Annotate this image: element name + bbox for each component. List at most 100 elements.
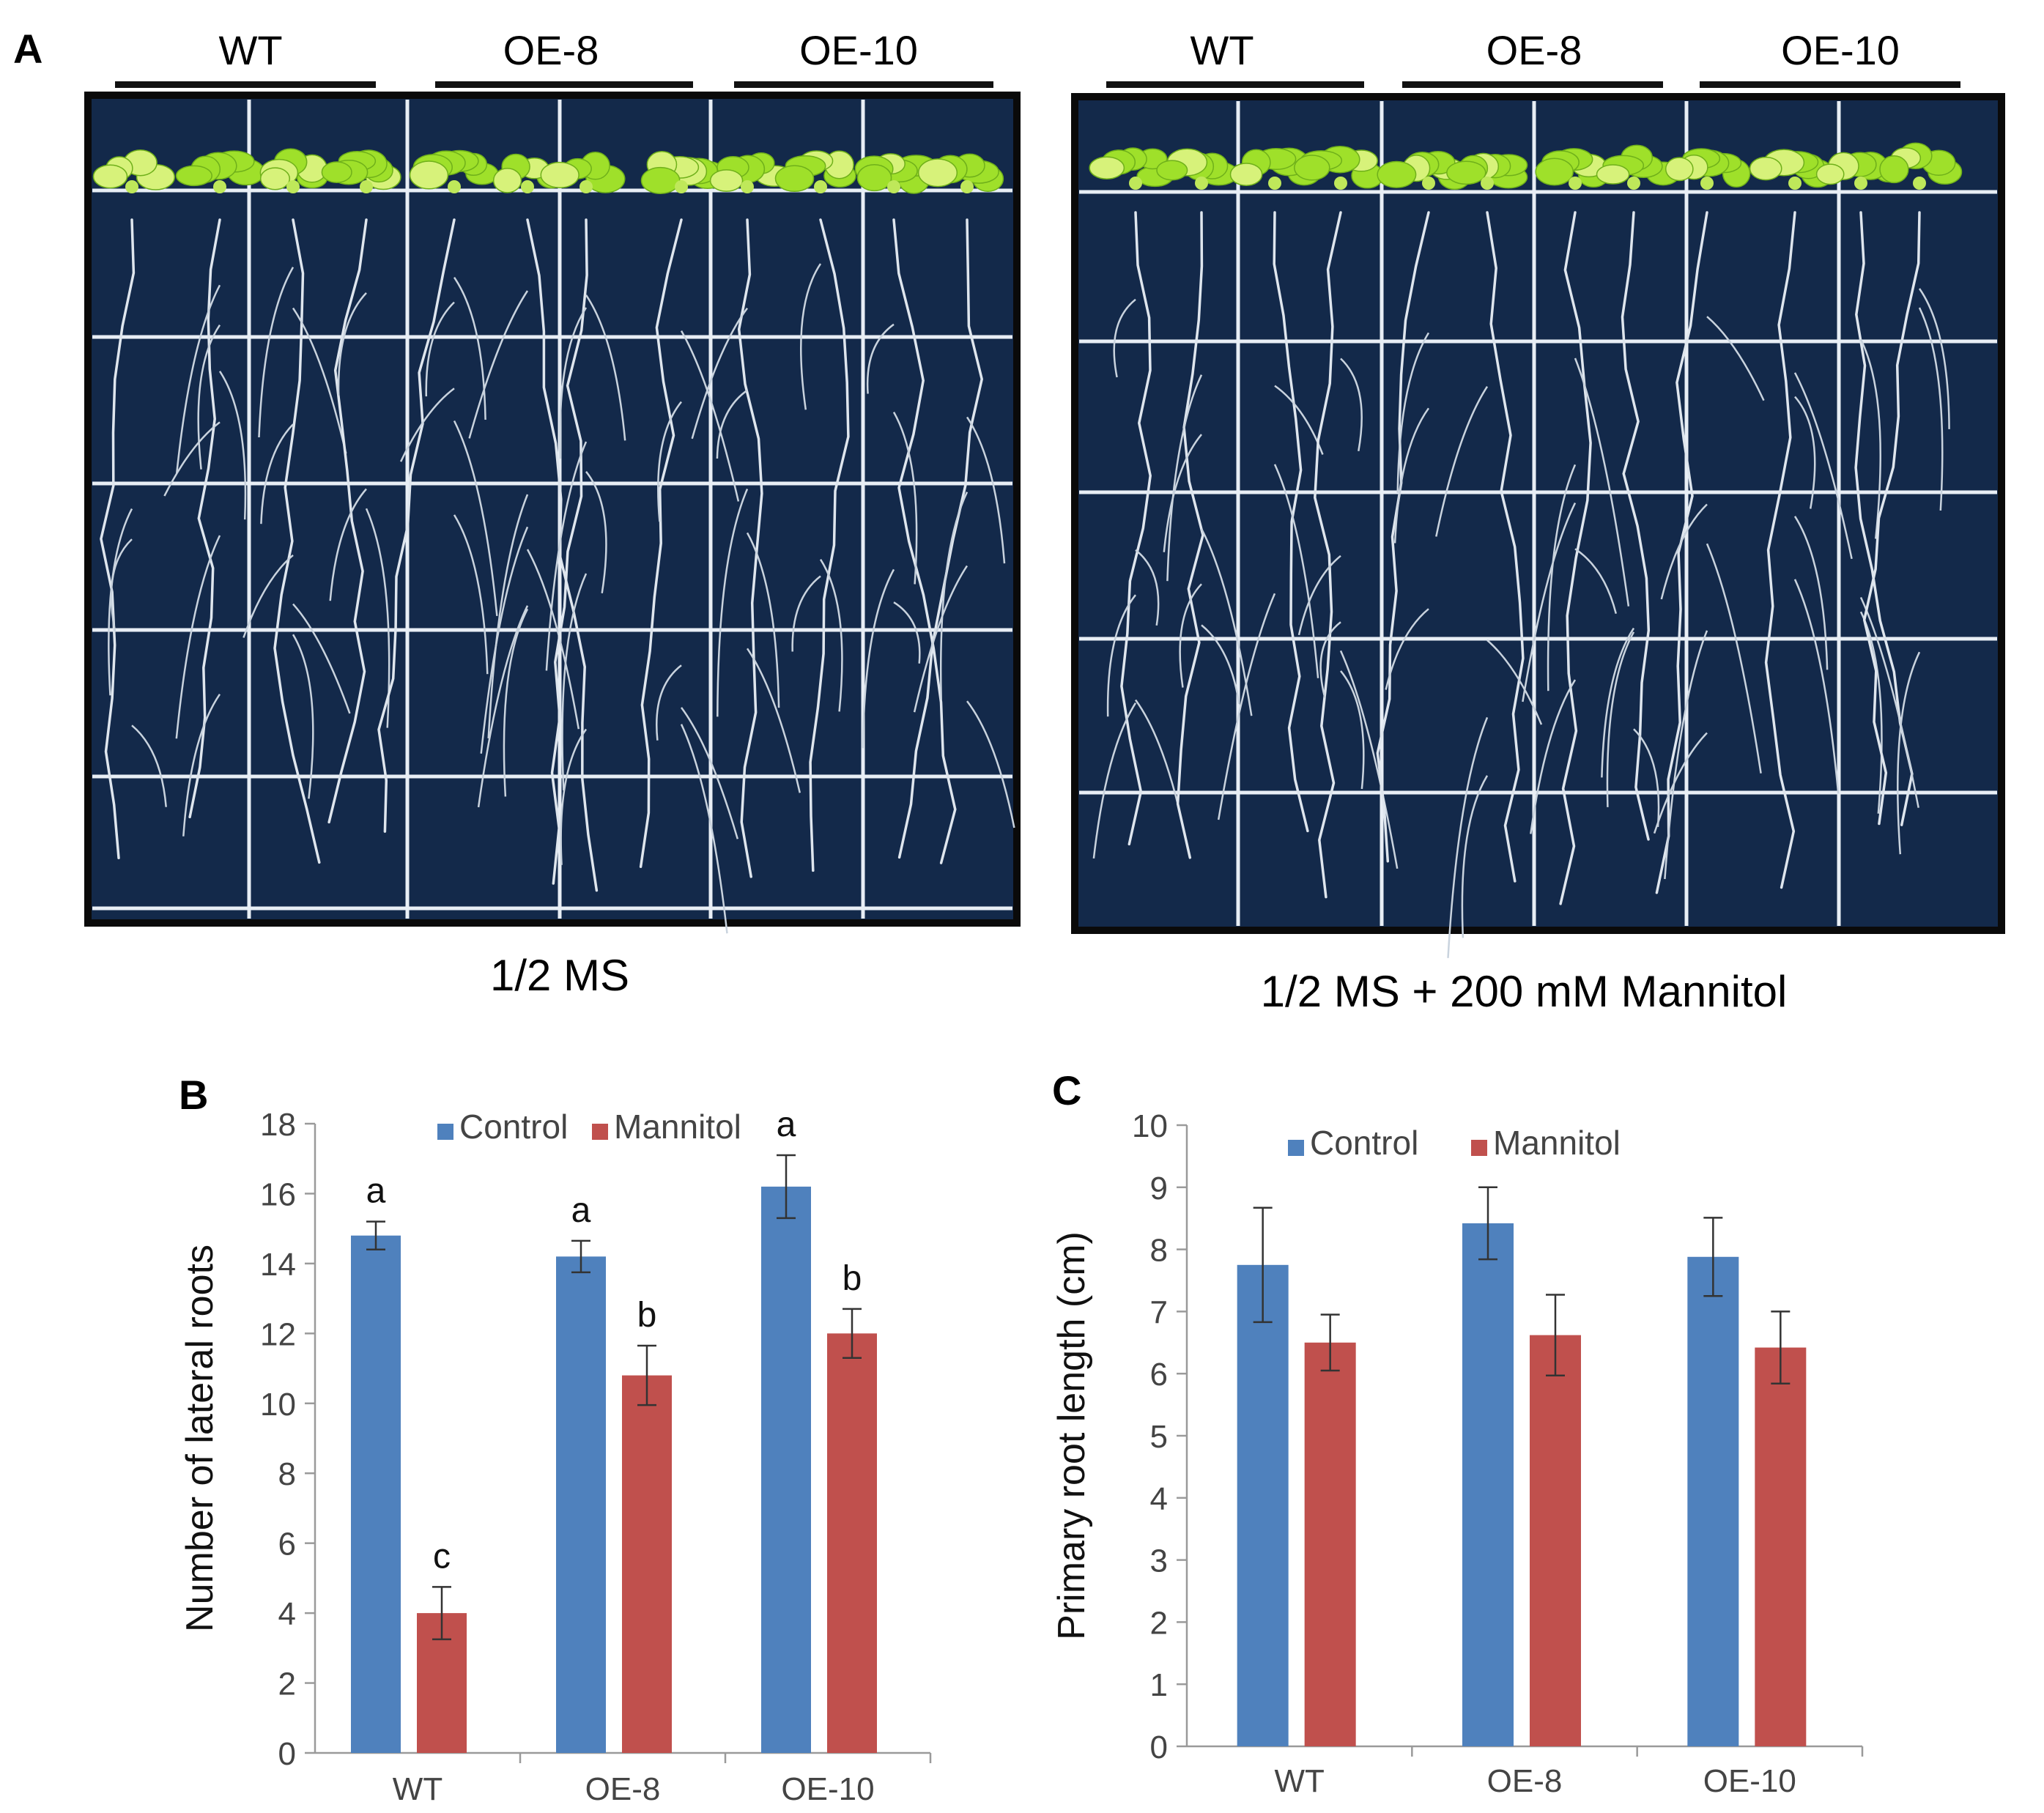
primary-root [1273,211,1309,833]
seedling [321,149,401,193]
lateral-root [1660,503,1708,600]
lateral-root [453,420,498,617]
lateral-root [893,601,921,664]
y-axis-title: Number of lateral roots [179,1245,221,1632]
lateral-root [292,603,351,714]
plate-2-roots [1092,211,1950,958]
seedling [1749,149,1834,190]
significance-letter: a [571,1191,591,1230]
lateral-root [657,401,682,522]
lateral-root [1859,596,1919,808]
error-bar [1771,1310,1791,1385]
primary-root [1862,211,1921,826]
x-tick-label: OE-10 [781,1771,874,1807]
lateral-root [292,634,314,799]
plate-2-label-wt: WT [1190,27,1254,73]
y-tick-label: 2 [278,1666,296,1702]
primary-root [273,218,321,864]
plate-1-caption: 1/2 MS [490,951,629,1000]
lateral-root [1793,579,1840,794]
panel-a-letter: A [13,26,42,72]
lateral-root [819,559,843,712]
lateral-root [1339,650,1399,870]
lateral-root [1793,372,1853,560]
y-tick-label: 14 [260,1247,296,1283]
lateral-root [799,263,822,410]
error-bar [1703,1217,1723,1297]
seedling [1879,142,1963,190]
legend-swatch-mannitol [1471,1140,1487,1156]
lateral-root [1217,593,1276,820]
y-tick-label: 0 [1150,1729,1168,1765]
y-tick-label: 4 [1150,1481,1168,1517]
lateral-root [175,535,221,739]
significance-letter: b [843,1259,862,1298]
lateral-root [399,388,455,462]
plate-2-bar-oe8 [1402,81,1663,88]
primary-root [1486,211,1525,883]
seedling [1596,144,1681,190]
primary-root [1655,211,1708,894]
legend-swatch-control [1288,1140,1304,1156]
primary-root [188,218,221,819]
lateral-root [1135,549,1160,626]
y-tick-label: 12 [260,1316,296,1352]
lateral-root [1633,728,1660,827]
seedling [1294,145,1384,190]
lateral-root [1601,627,1635,778]
lateral-root [680,724,728,934]
lateral-root [1340,357,1363,452]
lateral-root [197,325,221,470]
lateral-root [966,416,1006,564]
lateral-root [1385,608,1429,690]
plate-2-bar-wt [1106,81,1364,88]
primary-root [1764,211,1796,889]
panel-b-letter: B [179,1072,208,1118]
primary-root [327,218,368,824]
lateral-root [425,301,455,397]
seedling [1446,152,1528,190]
lateral-root [1547,464,1577,692]
y-tick-label: 5 [1150,1419,1168,1455]
bar-mannitol-oe-8 [622,1375,672,1753]
plate-2-grid [1079,101,1997,926]
lateral-root [503,608,529,797]
legend-label-mannitol: Mannitol [1493,1124,1621,1162]
plate-1-label-wt: WT [218,27,282,73]
lateral-root [1706,543,1762,774]
bar-control-oe-10 [1687,1256,1739,1746]
chart-b: 0 2 4 6 8 10 12 14 16 18 WT OE-8 OE-10 a c a b a b Number o… [179,1105,932,1807]
error-bar [1478,1186,1497,1261]
seedling [409,149,499,193]
lateral-root [585,471,607,593]
lateral-root [468,290,529,439]
plate-1-grid [92,100,1012,919]
lateral-root [791,575,821,652]
y-tick-label: 1 [1150,1667,1168,1703]
legend-swatch-mannitol [592,1124,608,1140]
primary-root [550,218,588,885]
lateral-root [329,488,367,601]
seedling [1665,148,1751,190]
lateral-root [1664,630,1708,880]
y-tick-label: 0 [278,1736,296,1772]
lateral-root [862,568,895,749]
plate-1-photo [84,92,1021,934]
lateral-root [1530,679,1577,834]
lateral-root [1179,583,1202,688]
y-tick-label: 6 [1150,1357,1168,1393]
lateral-root [477,605,529,808]
error-bar [432,1586,451,1641]
primary-root [100,218,136,859]
lateral-root [1435,386,1489,537]
lateral-root [716,389,748,459]
primary-root [809,218,850,872]
lateral-root [1447,716,1489,958]
lateral-root [258,267,295,438]
legend-label-control: Control [459,1108,568,1146]
bar-control-oe-8 [1462,1223,1514,1746]
lateral-root [1396,332,1430,493]
lateral-root [716,489,749,717]
lateral-root [691,307,749,440]
x-tick-label: WT [393,1771,443,1807]
